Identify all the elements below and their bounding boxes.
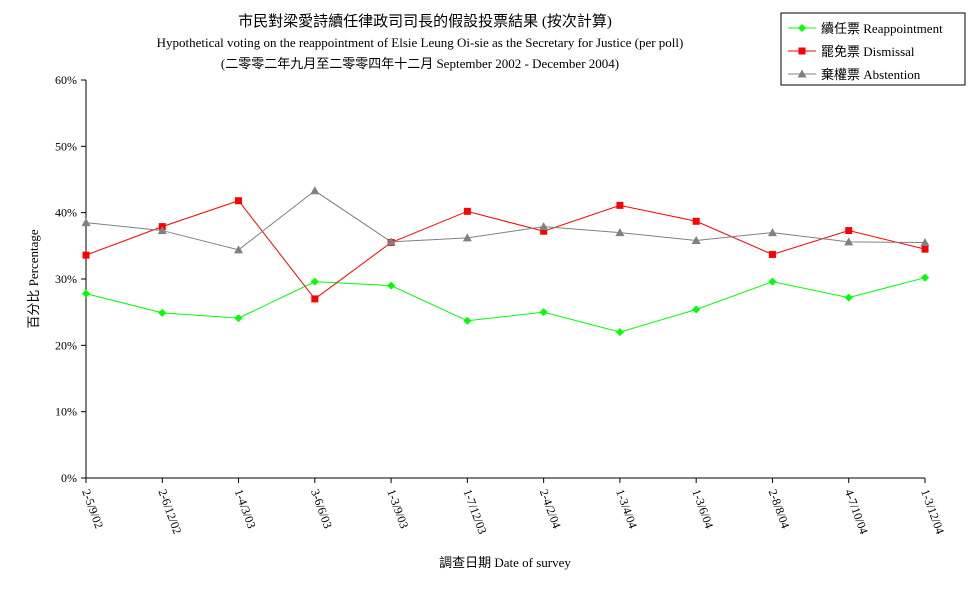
series-line-dismissal	[85, 200, 926, 300]
x-tick-label: 2-4/2/04	[537, 487, 564, 530]
y-tick-label: 0%	[61, 471, 77, 485]
x-tick-label: 2-5/9/02	[79, 487, 106, 530]
data-point-dismissal	[463, 207, 471, 215]
chart-title: 市民對梁愛詩續任律政司司長的假設投票結果 (按次計算)	[238, 12, 612, 30]
x-tick-label: 4-7/10/04	[842, 487, 871, 536]
data-point-reappointment	[921, 273, 929, 282]
series-dismissal	[82, 197, 929, 303]
data-point-dismissal	[616, 201, 624, 209]
legend-label-abstention: 棄權票 Abstention	[821, 67, 921, 82]
y-tick-label: 60%	[55, 73, 77, 87]
x-tick-label: 2-6/12/02	[155, 487, 184, 536]
data-point-dismissal	[768, 250, 776, 258]
series-reappointment	[82, 273, 929, 337]
x-tick-label: 1-3/4/04	[613, 487, 640, 530]
x-axis-label: 調查日期 Date of survey	[439, 555, 571, 570]
x-tick-label: 2-8/8/04	[766, 487, 793, 530]
data-point-reappointment	[692, 305, 701, 314]
legend-marker-dismissal	[798, 47, 806, 55]
data-point-abstention	[920, 238, 930, 247]
legend-label-dismissal: 罷免票 Dismissal	[821, 44, 915, 59]
data-point-reappointment	[310, 277, 319, 286]
series-lines	[81, 186, 930, 337]
data-point-abstention	[539, 222, 549, 231]
y-tick-label: 20%	[55, 338, 77, 352]
y-axis-label: 百分比 Percentage	[26, 229, 41, 329]
x-tick-label: 1-3/9/03	[384, 487, 411, 530]
data-point-abstention	[767, 228, 777, 237]
y-tick-label: 30%	[55, 272, 77, 286]
data-point-abstention	[844, 237, 854, 246]
data-point-dismissal	[235, 197, 243, 205]
tick-labels: 0% 10% 20% 30% 40% 50% 60% 2-5/9/02 2-6/12/02 1-4…	[55, 73, 947, 536]
data-point-reappointment	[463, 316, 472, 325]
y-tick-label: 10%	[55, 405, 77, 419]
x-tick-label: 1-3/6/04	[689, 487, 716, 530]
data-point-reappointment	[82, 289, 90, 298]
data-point-dismissal	[82, 251, 90, 259]
legend-marker-abstention	[797, 69, 807, 78]
data-point-abstention	[386, 237, 396, 246]
chart-subtitle: Hypothetical voting on the reappointment…	[157, 35, 684, 50]
data-point-reappointment	[158, 308, 167, 317]
data-point-abstention	[691, 236, 701, 245]
data-point-dismissal	[845, 227, 853, 235]
chart-subtitle-period: (二零零二年九月至二零零四年十二月 September 2002 - Decem…	[221, 56, 619, 71]
data-point-reappointment	[844, 293, 853, 302]
data-point-dismissal	[921, 245, 929, 253]
legend-marker-reappointment	[798, 24, 806, 32]
series-line-abstention	[85, 190, 926, 251]
y-tick-label: 50%	[55, 139, 77, 153]
data-point-reappointment	[387, 281, 396, 290]
data-point-reappointment	[234, 314, 243, 323]
data-point-abstention	[81, 218, 91, 227]
data-point-abstention	[157, 226, 167, 235]
data-point-dismissal	[540, 227, 548, 235]
series-abstention	[81, 186, 930, 254]
data-point-abstention	[615, 228, 625, 237]
data-point-dismissal	[692, 217, 700, 225]
data-point-abstention	[310, 186, 320, 195]
data-point-abstention	[462, 233, 472, 242]
axes	[81, 79, 926, 483]
legend: 續任票 Reappointment 罷免票 Dismissal 棄權票 Absten…	[780, 12, 966, 86]
data-point-reappointment	[615, 328, 624, 337]
data-point-reappointment	[539, 308, 548, 317]
x-tick-label: 1-4/3/03	[232, 487, 259, 530]
series-line-reappointment	[85, 277, 926, 333]
data-point-reappointment	[768, 277, 777, 286]
y-tick-label: 40%	[55, 206, 77, 220]
x-tick-label: 1-7/12/03	[461, 487, 490, 536]
legend-label-reappointment: 續任票 Reappointment	[821, 21, 943, 36]
legend-box	[780, 12, 966, 86]
data-point-abstention	[234, 245, 244, 254]
x-tick-label: 3-6/6/03	[308, 487, 335, 530]
x-tick-label: 1-3/12/04	[918, 487, 947, 536]
data-point-dismissal	[311, 295, 319, 303]
